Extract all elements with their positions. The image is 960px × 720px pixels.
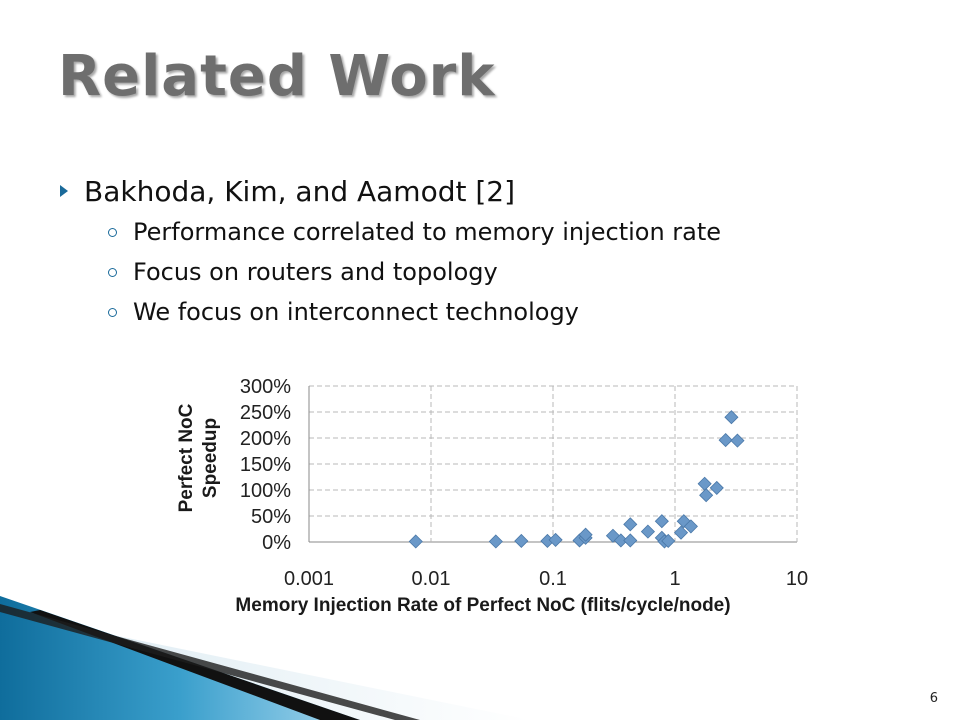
y-tick-label: 200% <box>240 428 291 450</box>
y-tick-label: 0% <box>262 532 291 554</box>
circle-bullet-icon <box>108 227 117 237</box>
data-point-diamond <box>724 410 739 425</box>
data-point-diamond <box>640 524 656 539</box>
data-point-diamond <box>709 480 724 495</box>
bullet-item: Bakhoda, Kim, and Aamodt [2] <box>52 170 721 212</box>
data-point-diamond <box>661 533 676 549</box>
bullet-text: Bakhoda, Kim, and Aamodt [2] <box>84 174 516 208</box>
sub-bullet-text: Performance correlated to memory injecti… <box>133 218 722 246</box>
data-point-diamond <box>548 532 563 547</box>
y-axis-label-line-1: Perfect NoC <box>176 403 197 512</box>
x-axis-label: Memory Injection Rate of Perfect NoC (fl… <box>235 595 730 616</box>
scatter-chart: 300% 250% 200% 150% 100% 50% 0% 0.001 0.01 0.1 1 1… <box>176 376 808 616</box>
x-tick-label: 0.01 <box>412 568 451 590</box>
data-point-diamond <box>730 433 745 448</box>
data-point-diamond <box>654 514 669 529</box>
x-tick-label: 0.1 <box>539 568 567 590</box>
sub-bullet-text: Focus on routers and topology <box>133 258 498 286</box>
y-tick-label: 300% <box>240 376 291 398</box>
bullet-list: Bakhoda, Kim, and Aamodt [2] Performance… <box>52 170 721 332</box>
y-axis-ticks: 300% 250% 200% 150% 100% 50% 0% <box>240 376 291 554</box>
data-point-diamond <box>514 533 529 549</box>
sub-bullet-item: Performance correlated to memory injecti… <box>108 212 721 252</box>
sub-bullet-text: We focus on interconnect technology <box>133 298 579 326</box>
circle-bullet-icon <box>108 267 117 277</box>
chart-grid <box>308 385 798 543</box>
y-tick-label: 150% <box>240 454 291 476</box>
data-point-diamond <box>578 527 593 542</box>
sub-bullet-item: We focus on interconnect technology <box>108 292 721 332</box>
data-point-diamond <box>683 519 698 534</box>
y-tick-label: 50% <box>251 506 291 528</box>
sub-bullet-item: Focus on routers and topology <box>108 252 721 292</box>
y-tick-label: 100% <box>240 480 291 502</box>
data-point-diamond <box>718 433 733 448</box>
data-point-diamond <box>488 534 503 549</box>
data-point-diamond <box>697 476 712 491</box>
page-number: 6 <box>929 691 938 706</box>
data-point-diamond <box>673 525 689 540</box>
y-tick-label: 250% <box>240 402 291 424</box>
data-points <box>408 410 745 549</box>
x-tick-label: 0.001 <box>284 568 334 590</box>
data-point-diamond <box>699 488 714 503</box>
x-axis-ticks: 0.001 0.01 0.1 1 10 <box>284 568 808 590</box>
x-tick-label: 10 <box>786 568 808 590</box>
data-point-diamond <box>623 517 638 532</box>
circle-bullet-icon <box>108 307 117 317</box>
data-point-diamond <box>623 533 638 548</box>
triangle-bullet-icon <box>60 185 68 197</box>
x-tick-label: 1 <box>669 568 680 590</box>
data-point-diamond <box>408 534 423 549</box>
y-axis-label-line-2: Speedup <box>200 418 221 498</box>
data-point-diamond <box>613 533 628 548</box>
slide-title: Related Work <box>58 44 496 109</box>
